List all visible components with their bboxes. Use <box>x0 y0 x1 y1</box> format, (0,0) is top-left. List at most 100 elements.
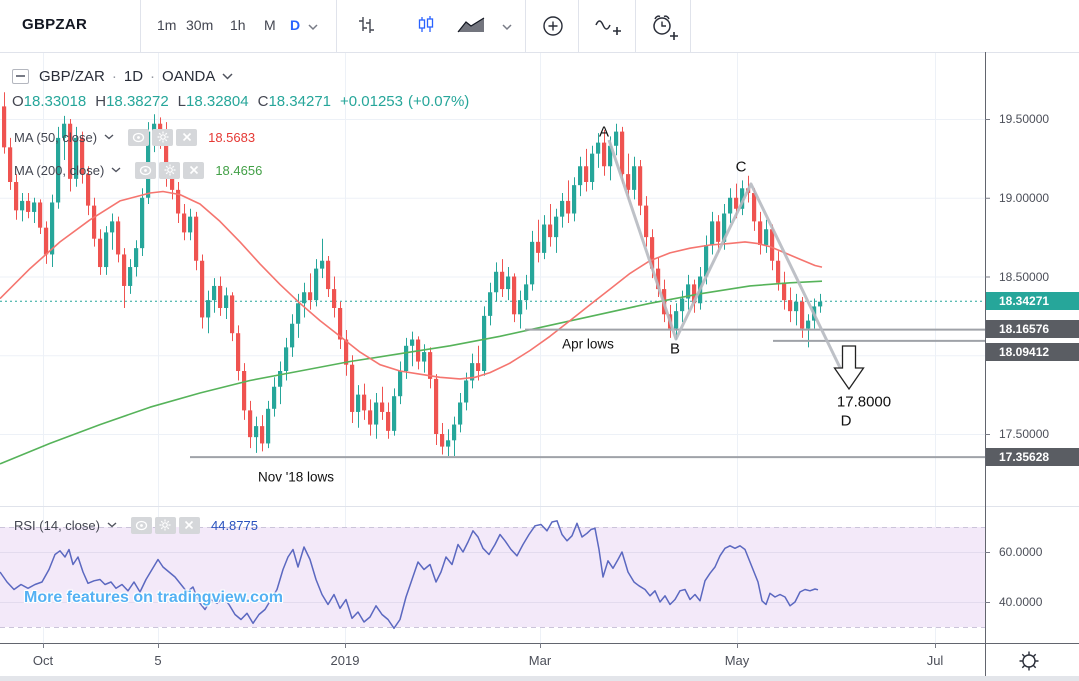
price-tick-label: 19.00000 <box>999 190 1050 205</box>
candle-body <box>236 333 241 371</box>
interval-chevron-down-icon[interactable] <box>308 24 318 31</box>
candle-body <box>410 339 415 346</box>
indicators-icon[interactable] <box>594 16 622 38</box>
level-price-badge: 18.16576 <box>986 320 1079 339</box>
candle-body <box>398 371 403 397</box>
change-value: +0.01253 <box>340 93 403 110</box>
annotation-label-c[interactable]: C <box>735 158 747 176</box>
price-axis[interactable]: 19.50000 19.00000 18.50000 17.50000 60.0000 4… <box>986 52 1079 643</box>
legend-chevron-down-icon[interactable] <box>222 72 233 80</box>
open-label: O <box>12 93 24 110</box>
ma200-eye-icon[interactable] <box>135 161 157 179</box>
rsi-eye-icon[interactable] <box>130 516 152 534</box>
candle-body <box>494 271 499 293</box>
candle-body <box>470 363 475 381</box>
ma200-chevron-down-icon[interactable] <box>111 167 121 173</box>
low-label: L <box>177 93 187 110</box>
candle-body <box>560 200 565 217</box>
time-axis-label: Jul <box>926 653 944 668</box>
annotation-label-d[interactable]: D <box>840 412 852 430</box>
abcd-trendline[interactable] <box>607 139 848 381</box>
compare-plus-icon[interactable] <box>541 14 565 38</box>
candle-body <box>578 166 583 186</box>
candle-body <box>692 284 697 304</box>
ma50-label[interactable]: MA (50, close) <box>14 129 98 145</box>
legend-exchange: OANDA <box>162 67 216 85</box>
candles-chart-type-icon[interactable] <box>416 15 436 35</box>
annotation-label-17-8000[interactable]: 17.8000 <box>836 393 892 411</box>
annotation-label-nov-18-lows[interactable]: Nov '18 lows <box>257 469 335 485</box>
candle-body <box>116 221 121 255</box>
candle-body <box>80 137 85 175</box>
interval-30m[interactable]: 30m <box>186 17 214 33</box>
candle-body <box>740 188 745 209</box>
ma50-close-icon[interactable] <box>176 128 198 146</box>
time-axis[interactable]: Oct 5 2019 Mar May Jul <box>0 643 1079 676</box>
rsi-chevron-down-icon[interactable] <box>107 522 117 528</box>
candle-body <box>140 197 145 249</box>
candle-body <box>338 308 343 340</box>
candle-body <box>770 229 775 261</box>
candle-body <box>704 245 709 277</box>
annotation-label-apr-lows[interactable]: Apr lows <box>562 336 614 352</box>
ma50-legend-row: MA (50, close) 18.5683 <box>14 128 255 146</box>
tradingview-watermark-link[interactable]: More features on tradingview.com <box>24 589 284 606</box>
time-axis-label: 5 <box>154 653 162 668</box>
interval-1m[interactable]: 1m <box>157 17 177 33</box>
candle-body <box>404 345 409 371</box>
ma200-gear-icon[interactable] <box>159 161 181 179</box>
annotation-label-a[interactable]: A <box>598 123 610 141</box>
chart-properties-gear-icon[interactable] <box>1017 649 1041 673</box>
interval-1h[interactable]: 1h <box>230 17 246 33</box>
candle-body <box>356 394 361 412</box>
collapse-legend-icon[interactable] <box>12 68 29 84</box>
rsi-gear-icon[interactable] <box>154 516 176 534</box>
ma200-close-icon[interactable] <box>183 161 205 179</box>
candle-body <box>758 221 763 245</box>
time-axis-label: May <box>724 653 750 668</box>
ma200-label[interactable]: MA (200, close) <box>14 162 105 178</box>
legend-symbol: GBP/ZAR <box>39 67 105 85</box>
candle-body <box>518 300 523 315</box>
candle-body <box>620 131 625 175</box>
ma200-value: 18.4656 <box>215 162 263 178</box>
rsi-pane[interactable] <box>0 520 985 630</box>
candle-body <box>542 224 547 253</box>
candle-body <box>536 241 541 253</box>
candle-body <box>788 300 793 312</box>
annotation-label-b[interactable]: B <box>669 340 681 358</box>
legend-title-row[interactable]: GBP/ZAR · 1D · OANDA <box>12 66 474 86</box>
candle-body <box>260 426 265 444</box>
candle-body <box>38 202 43 228</box>
down-arrow-annotation[interactable] <box>833 345 865 391</box>
candle-body <box>98 238 103 268</box>
rsi-label[interactable]: RSI (14, close) <box>14 517 100 533</box>
ma50-value: 18.5683 <box>208 129 256 145</box>
candle-body <box>242 371 247 411</box>
candle-body <box>368 410 373 425</box>
candle-body <box>776 260 781 283</box>
candle-body <box>350 364 355 412</box>
area-chart-type-icon[interactable] <box>456 15 490 35</box>
chart-type-chevron-down-icon[interactable] <box>502 24 512 31</box>
ma50-eye-icon[interactable] <box>128 128 150 146</box>
candle-body <box>8 147 13 182</box>
alert-clock-icon[interactable] <box>650 13 682 41</box>
candle-body <box>722 213 727 242</box>
candle-body <box>332 289 337 308</box>
ma50-chevron-down-icon[interactable] <box>104 134 114 140</box>
high-label: H <box>95 93 107 110</box>
candle-body <box>104 232 109 268</box>
symbol-button[interactable]: GBPZAR <box>22 16 88 33</box>
price-pane[interactable] <box>0 92 985 465</box>
level-price-badge: 18.09412 <box>986 343 1079 362</box>
candle-body <box>686 284 691 299</box>
rsi-close-icon[interactable] <box>178 516 200 534</box>
ma50-gear-icon[interactable] <box>152 128 174 146</box>
bars-chart-type-icon[interactable] <box>356 15 376 35</box>
interval-M[interactable]: M <box>264 17 276 33</box>
candle-body <box>764 229 769 245</box>
interval-D-active[interactable]: D <box>290 17 301 33</box>
candle-body <box>188 216 193 233</box>
